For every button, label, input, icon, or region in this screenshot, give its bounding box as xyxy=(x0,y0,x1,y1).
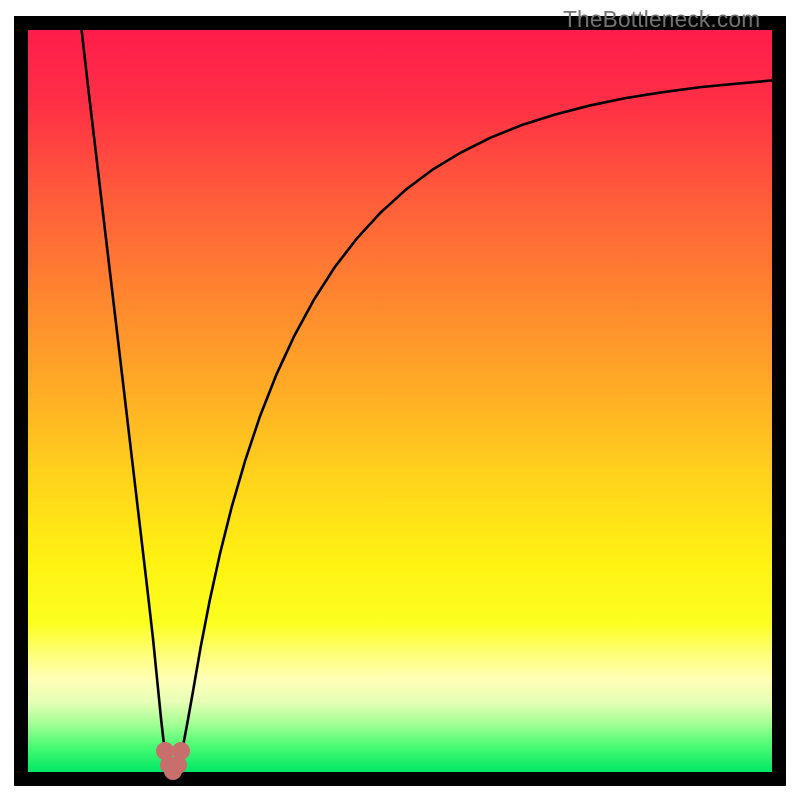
valley-markers xyxy=(0,0,800,800)
stage: TheBottleneck.com xyxy=(0,0,800,800)
valley-marker xyxy=(172,742,190,760)
watermark-text: TheBottleneck.com xyxy=(563,6,760,33)
